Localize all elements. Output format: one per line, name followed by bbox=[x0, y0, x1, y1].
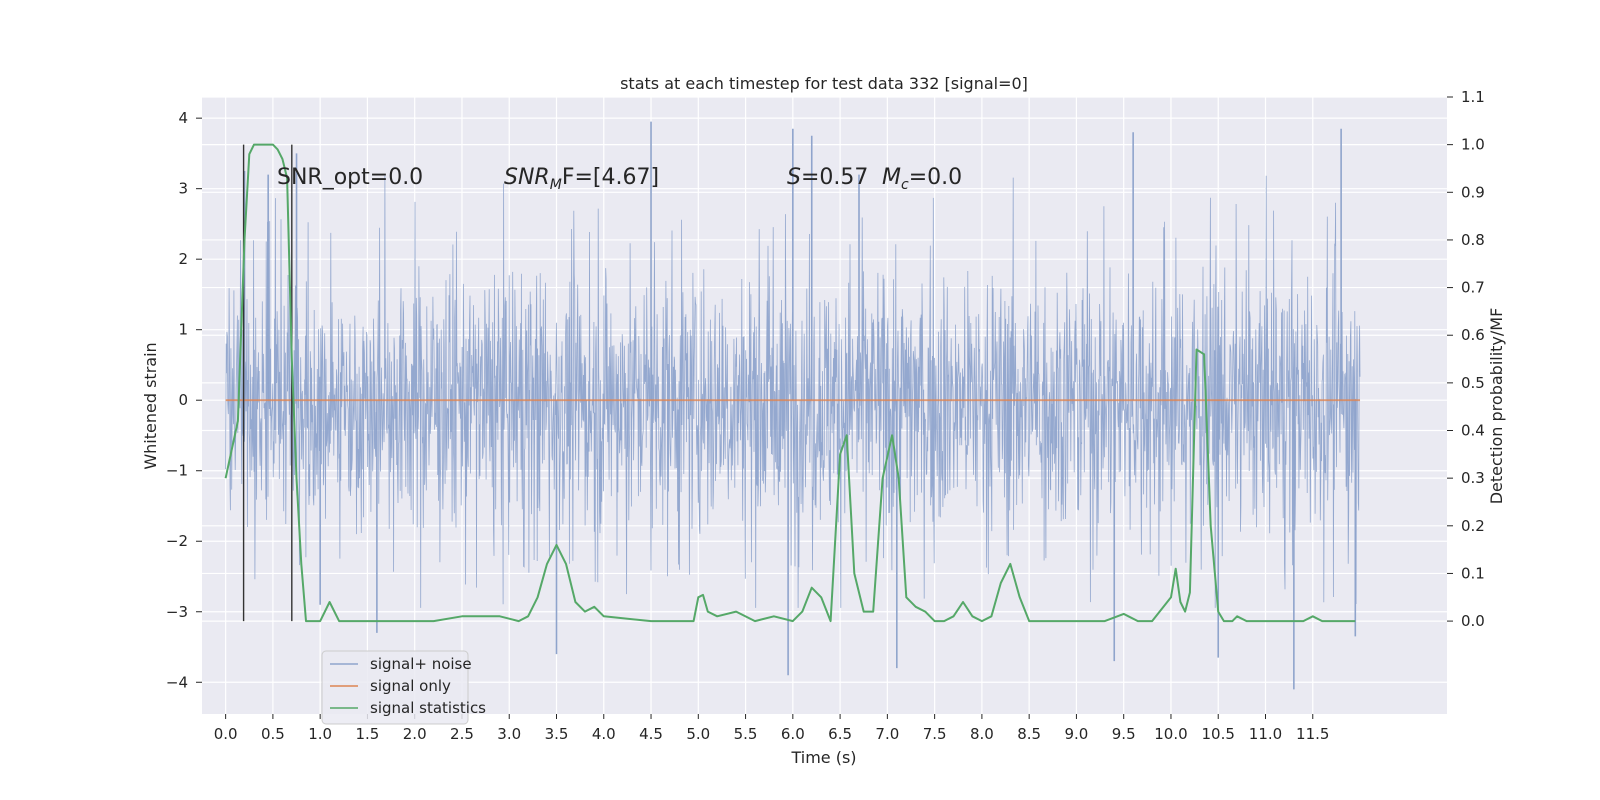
y-right-tick-label: 0.8 bbox=[1461, 231, 1485, 249]
y-right-tick-label: 0.0 bbox=[1461, 612, 1485, 630]
y-left-tick-label: 2 bbox=[178, 250, 188, 268]
x-tick-label: 11.5 bbox=[1296, 725, 1329, 743]
y-right-tick-label: 0.9 bbox=[1461, 183, 1485, 201]
legend-label-signal-only: signal only bbox=[370, 677, 451, 695]
x-tick-label: 5.5 bbox=[734, 725, 758, 743]
signal-statistics-line bbox=[224, 143, 1356, 623]
legend: signal+ noise signal only signal statist… bbox=[321, 650, 486, 725]
annotation-s: S=0.57 bbox=[787, 165, 868, 190]
annotation-snr-mf: SNRMF=[4.67] bbox=[504, 165, 659, 193]
x-tick-label: 8.5 bbox=[1017, 725, 1041, 743]
y-right-tick-label: 0.1 bbox=[1461, 564, 1485, 582]
y-right-tick-label: 1.0 bbox=[1461, 136, 1485, 154]
x-tick-label: 2.5 bbox=[450, 725, 474, 743]
y-axis-label-left: Whitened strain bbox=[141, 342, 160, 469]
y-left-tick-label: −4 bbox=[166, 673, 188, 691]
x-axis-label: Time (s) bbox=[790, 748, 856, 767]
x-tick-label: 11.0 bbox=[1249, 725, 1282, 743]
y-left-tick-label: 4 bbox=[178, 109, 188, 127]
x-tick-label: 1.5 bbox=[356, 725, 380, 743]
legend-label-signal-statistics: signal statistics bbox=[370, 699, 486, 717]
x-tick-label: 0.0 bbox=[214, 725, 238, 743]
x-tick-label: 2.0 bbox=[403, 725, 427, 743]
legend-box bbox=[321, 650, 469, 725]
x-tick-label: 6.0 bbox=[781, 725, 805, 743]
y-right-tick-label: 1.1 bbox=[1461, 88, 1485, 106]
x-tick-label: 0.5 bbox=[261, 725, 285, 743]
y-right-tick-label: 0.5 bbox=[1461, 374, 1485, 392]
x-tick-label: 4.0 bbox=[592, 725, 616, 743]
y-left-tick-label: 1 bbox=[178, 321, 188, 339]
y-right-tick-label: 0.6 bbox=[1461, 326, 1485, 344]
y-right-tick-label: 0.3 bbox=[1461, 469, 1485, 487]
signal-statistics-series bbox=[224, 143, 1356, 623]
x-tick-label: 4.5 bbox=[639, 725, 663, 743]
annotation-snr-opt: SNR_opt=0.0 bbox=[277, 165, 423, 190]
y-right-tick-label: 0.7 bbox=[1461, 279, 1485, 297]
y-left-tick-labels: −4 −3 −2 −1 0 1 2 3 4 bbox=[166, 109, 202, 691]
y-left-tick-label: −3 bbox=[166, 603, 188, 621]
y-right-tick-label: 0.4 bbox=[1461, 422, 1485, 440]
legend-label-signal-noise: signal+ noise bbox=[370, 655, 472, 673]
chart-title: stats at each timestep for test data 332… bbox=[620, 74, 1028, 93]
x-tick-labels: 0.0 0.5 1.0 1.5 2.0 2.5 3.0 3.5 4.0 4.5 5.0 5.5 6.0 6… bbox=[214, 714, 1329, 743]
x-tick-label: 9.5 bbox=[1112, 725, 1136, 743]
y-left-tick-label: 0 bbox=[178, 391, 188, 409]
x-tick-label: 3.0 bbox=[497, 725, 521, 743]
y-left-tick-label: 3 bbox=[178, 180, 188, 198]
x-tick-label: 7.0 bbox=[875, 725, 899, 743]
x-tick-label: 10.5 bbox=[1202, 725, 1235, 743]
y-right-tick-label: 0.2 bbox=[1461, 517, 1485, 535]
y-left-tick-label: −2 bbox=[166, 532, 188, 550]
y-right-tick-labels: 0.0 0.1 0.2 0.3 0.4 0.5 0.6 0.7 0.8 0.9 1.0 1.1 bbox=[1447, 88, 1485, 630]
x-tick-label: 5.0 bbox=[686, 725, 710, 743]
x-tick-label: 3.5 bbox=[545, 725, 569, 743]
x-tick-label: 10.0 bbox=[1154, 725, 1187, 743]
y-axis-label-right: Detection probability/MF bbox=[1487, 308, 1506, 505]
x-tick-label: 9.0 bbox=[1065, 725, 1089, 743]
x-tick-label: 6.5 bbox=[828, 725, 852, 743]
x-tick-label: 8.0 bbox=[970, 725, 994, 743]
x-tick-label: 7.5 bbox=[923, 725, 947, 743]
annotation-mc: Mc=0.0 bbox=[882, 165, 962, 193]
x-tick-label: 1.0 bbox=[308, 725, 332, 743]
y-left-tick-label: −1 bbox=[166, 462, 188, 480]
